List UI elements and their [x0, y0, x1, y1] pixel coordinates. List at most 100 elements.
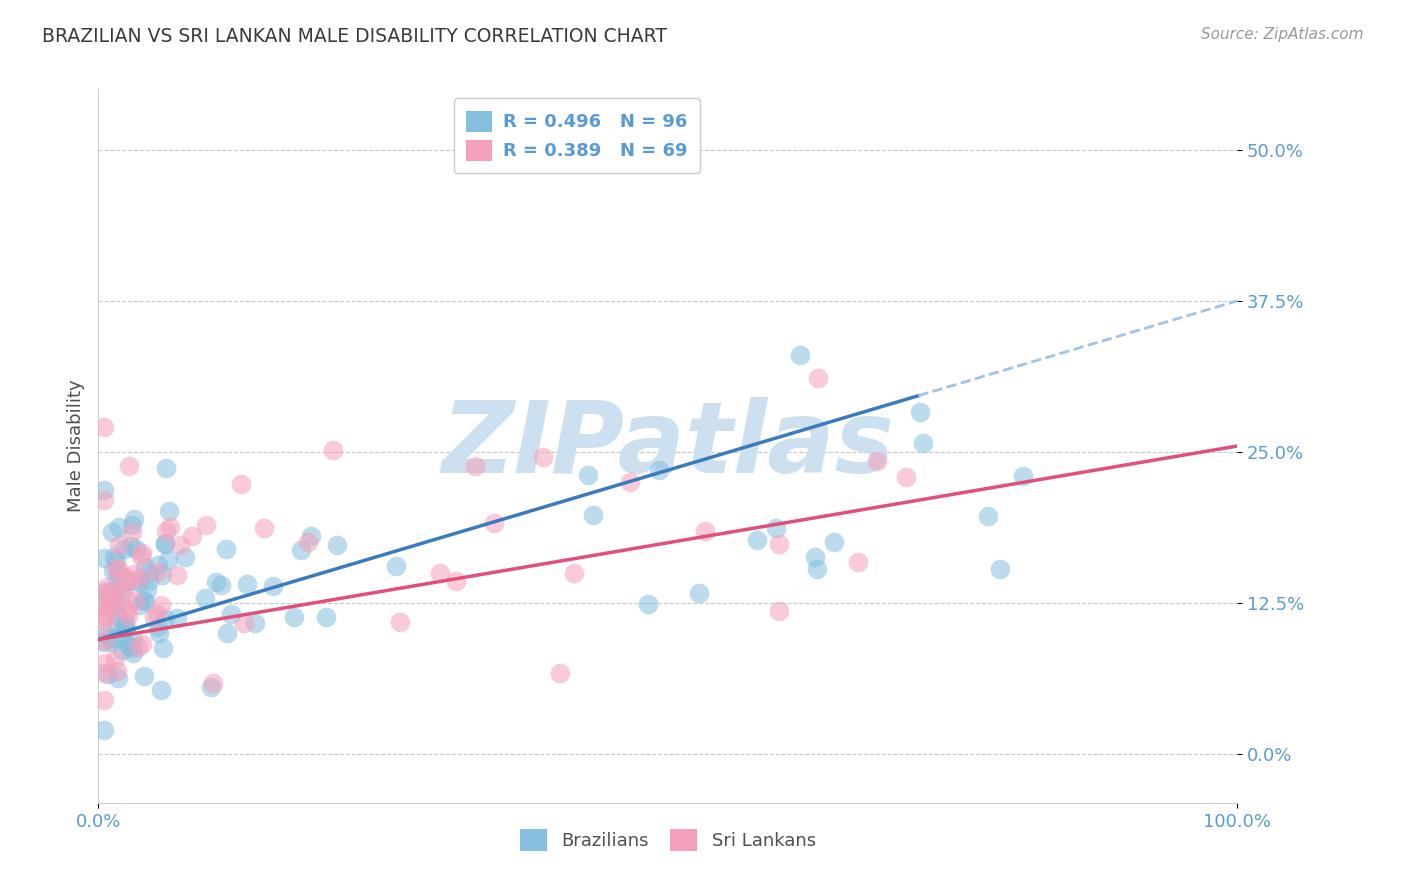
Point — [107, 566, 129, 581]
Point — [148, 558, 170, 572]
Point — [93, 420, 115, 434]
Point — [107, 608, 129, 623]
Point — [117, 638, 139, 652]
Point — [155, 460, 177, 475]
Point — [211, 578, 233, 592]
Point — [908, 405, 931, 419]
Point — [128, 599, 150, 613]
Point — [806, 562, 828, 576]
Point — [823, 535, 845, 549]
Point — [134, 594, 156, 608]
Point — [866, 454, 889, 468]
Point — [157, 552, 180, 566]
Point — [235, 576, 257, 591]
Point — [115, 621, 138, 635]
Point — [576, 468, 599, 483]
Point — [807, 371, 830, 385]
Point — [145, 607, 167, 621]
Point — [299, 529, 322, 543]
Point — [325, 538, 347, 552]
Point — [105, 622, 128, 636]
Point — [233, 615, 256, 630]
Point — [444, 574, 467, 588]
Point — [107, 563, 129, 577]
Point — [100, 591, 122, 606]
Point — [114, 615, 136, 629]
Point — [118, 459, 141, 474]
Point — [562, 566, 585, 580]
Point — [384, 559, 406, 574]
Point — [166, 568, 188, 582]
Point — [789, 348, 811, 362]
Point — [131, 545, 153, 559]
Point — [105, 631, 128, 645]
Point — [548, 665, 571, 680]
Point — [245, 615, 267, 630]
Point — [194, 591, 217, 605]
Point — [93, 483, 115, 497]
Point — [217, 625, 239, 640]
Point — [229, 477, 252, 491]
Point — [169, 538, 191, 552]
Point — [252, 521, 274, 535]
Point — [322, 442, 344, 457]
Point — [131, 637, 153, 651]
Point — [108, 520, 131, 534]
Point — [112, 621, 135, 635]
Point — [138, 574, 160, 589]
Point — [648, 463, 671, 477]
Point — [103, 549, 125, 564]
Point — [100, 630, 122, 644]
Point — [768, 604, 790, 618]
Point — [173, 550, 195, 565]
Point — [108, 582, 131, 597]
Point — [104, 652, 127, 666]
Point — [101, 564, 124, 578]
Point — [96, 580, 118, 594]
Point — [128, 571, 150, 585]
Point — [94, 584, 117, 599]
Point — [124, 511, 146, 525]
Point — [768, 537, 790, 551]
Point — [619, 475, 641, 489]
Point — [93, 608, 115, 623]
Point — [112, 541, 135, 556]
Point — [132, 669, 155, 683]
Point — [153, 535, 176, 549]
Point — [911, 436, 934, 450]
Point — [105, 664, 128, 678]
Point — [93, 626, 115, 640]
Point — [104, 561, 127, 575]
Point — [105, 596, 128, 610]
Point — [93, 551, 115, 566]
Point — [93, 723, 115, 738]
Point — [98, 597, 121, 611]
Point — [93, 634, 115, 648]
Point — [93, 599, 115, 613]
Point — [93, 634, 115, 648]
Point — [205, 575, 228, 590]
Point — [121, 539, 143, 553]
Y-axis label: Male Disability: Male Disability — [66, 380, 84, 512]
Point — [157, 504, 180, 518]
Point — [97, 667, 120, 681]
Point — [112, 601, 135, 615]
Point — [100, 635, 122, 649]
Point — [429, 566, 451, 580]
Point — [464, 458, 486, 473]
Point — [96, 608, 118, 623]
Point — [150, 682, 173, 697]
Point — [100, 524, 122, 539]
Point — [107, 671, 129, 685]
Point — [688, 586, 710, 600]
Point — [200, 680, 222, 694]
Point — [155, 612, 177, 626]
Point — [159, 519, 181, 533]
Point — [93, 493, 115, 508]
Point — [152, 641, 174, 656]
Point — [128, 574, 150, 589]
Legend: Brazilians, Sri Lankans: Brazilians, Sri Lankans — [512, 822, 824, 858]
Point — [988, 562, 1011, 576]
Point — [149, 598, 172, 612]
Point — [150, 567, 173, 582]
